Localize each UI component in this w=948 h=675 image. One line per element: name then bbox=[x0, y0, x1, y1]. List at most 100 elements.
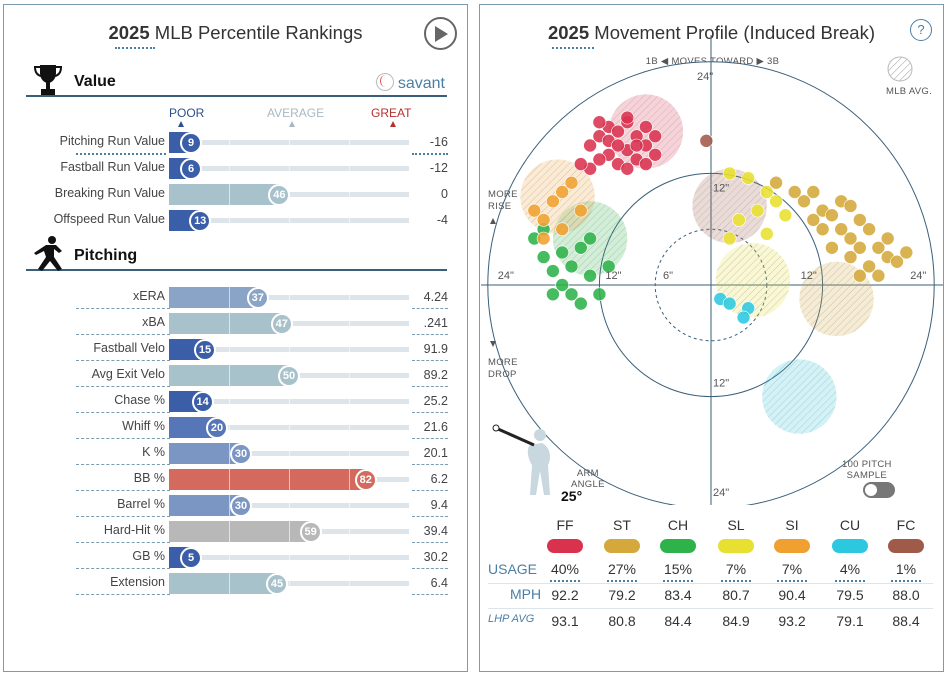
grid-line bbox=[349, 521, 350, 542]
stat-label: Avg Exit Velo bbox=[91, 367, 165, 381]
percentile-title: 2025 MLB Percentile Rankings bbox=[108, 22, 363, 43]
percentile-row: Barrel % 30 9.4 bbox=[4, 495, 467, 517]
pitch-point-ch bbox=[574, 296, 588, 311]
savant-link[interactable]: savant bbox=[375, 73, 445, 93]
usage-label: USAGE bbox=[488, 561, 538, 577]
row-divider bbox=[412, 438, 448, 439]
pitch-point-ch bbox=[583, 268, 597, 283]
pitch-point-sl bbox=[769, 194, 783, 209]
usage-underline bbox=[721, 580, 751, 582]
mph-label: MPH bbox=[510, 586, 542, 602]
pitch-point-sl bbox=[759, 227, 774, 241]
grid-line bbox=[289, 158, 290, 179]
percentile-circle: 30 bbox=[230, 495, 252, 517]
pitch-usage: 27% bbox=[607, 561, 637, 577]
grid-line bbox=[289, 521, 290, 542]
pitch-point-st bbox=[843, 250, 858, 264]
pitch-point-st bbox=[852, 213, 867, 227]
percentile-bar bbox=[169, 313, 282, 334]
row-divider bbox=[76, 308, 170, 309]
pitch-point-ch bbox=[583, 231, 597, 246]
row-divider bbox=[76, 568, 170, 569]
usage-underline bbox=[663, 580, 693, 582]
pitch-lhp-avg: 80.8 bbox=[608, 613, 636, 629]
pitch-mph: 88.0 bbox=[892, 587, 920, 603]
pitch-point-ff bbox=[574, 157, 588, 171]
pitch-point-sl bbox=[759, 185, 774, 199]
grid-line bbox=[229, 417, 230, 438]
percentile-circle: 50 bbox=[278, 365, 300, 387]
pitch-point-sl bbox=[722, 166, 737, 181]
usage-underline bbox=[607, 580, 637, 582]
pitch-point-ff bbox=[648, 129, 662, 143]
pitch-point-ff bbox=[648, 148, 662, 162]
pitch-color-pill bbox=[547, 539, 583, 553]
percentile-bar bbox=[169, 495, 241, 516]
pitch-point-fc bbox=[699, 134, 714, 148]
percentile-circle: 20 bbox=[206, 417, 228, 439]
grid-line bbox=[229, 365, 230, 386]
row-divider bbox=[412, 412, 448, 413]
pitch-point-st bbox=[769, 175, 783, 190]
pitch-usage: 1% bbox=[895, 561, 917, 577]
grid-line bbox=[349, 417, 350, 438]
title-underline bbox=[552, 47, 594, 49]
stat-value: 30.2 bbox=[423, 550, 448, 564]
stat-value: 39.4 bbox=[423, 524, 448, 538]
grid-line bbox=[289, 573, 290, 594]
stat-value: -16 bbox=[429, 135, 448, 149]
percentile-row: Pitching Run Value 9 -16 bbox=[4, 132, 467, 154]
stat-label: GB % bbox=[132, 549, 165, 563]
movement-profile-panel: 2025 Movement Profile (Induced Break) ? … bbox=[479, 4, 944, 672]
ring-label-top12: 12" bbox=[713, 182, 729, 194]
pitch-code: FF bbox=[556, 517, 574, 533]
stat-value: 6.2 bbox=[430, 472, 448, 486]
ring-label-bottom12: 12" bbox=[713, 378, 729, 390]
grid-line bbox=[289, 391, 290, 412]
pitch-point-sl bbox=[722, 231, 737, 246]
pitch-point-cu bbox=[736, 310, 751, 325]
pitch-code: CU bbox=[839, 517, 861, 533]
percentile-circle: 5 bbox=[180, 547, 202, 569]
grid-line bbox=[289, 339, 290, 360]
pitch-point-ch bbox=[564, 259, 579, 274]
sample-toggle[interactable] bbox=[863, 482, 895, 498]
grid-line bbox=[349, 158, 350, 179]
pitch-color-pill bbox=[774, 539, 810, 553]
pitch-point-ff bbox=[592, 115, 607, 130]
pitch-point-st bbox=[806, 185, 821, 199]
help-button[interactable]: ? bbox=[910, 19, 932, 41]
pitch-point-sl bbox=[741, 171, 756, 185]
pitch-point-st bbox=[825, 208, 839, 223]
grid-line bbox=[229, 210, 230, 231]
value-section-header: Value savant bbox=[26, 65, 447, 97]
pitch-point-ff bbox=[629, 138, 644, 153]
grid-line bbox=[349, 287, 350, 308]
pitch-point-ff bbox=[639, 157, 653, 171]
usage-underline bbox=[891, 580, 921, 582]
pitch-point-si bbox=[555, 185, 569, 199]
pitch-point-ch bbox=[546, 264, 560, 278]
usage-underline bbox=[777, 580, 807, 582]
mlb-avg-hatch-fc bbox=[692, 168, 767, 244]
percentile-circle: 45 bbox=[266, 573, 288, 595]
play-button[interactable] bbox=[424, 17, 457, 50]
grid-line bbox=[349, 313, 350, 334]
grid-line bbox=[229, 313, 230, 334]
pitch-code: SL bbox=[727, 517, 745, 533]
pitch-point-st bbox=[862, 222, 876, 236]
row-divider bbox=[76, 464, 170, 465]
pitch-point-si bbox=[555, 222, 569, 236]
grid-line bbox=[289, 495, 290, 516]
pitch-point-st bbox=[787, 185, 802, 199]
stat-label: Fastball Run Value bbox=[60, 160, 165, 174]
percentile-row: BB % 82 6.2 bbox=[4, 469, 467, 491]
pitch-point-ch bbox=[574, 241, 588, 255]
stat-label: Offspeed Run Value bbox=[53, 212, 165, 226]
pitch-mph: 80.7 bbox=[722, 587, 750, 603]
pitch-point-st bbox=[871, 268, 886, 283]
pitcher-icon bbox=[34, 236, 62, 271]
pitch-point-si bbox=[546, 194, 560, 209]
stat-value: 91.9 bbox=[423, 342, 448, 356]
grid-line bbox=[349, 365, 350, 386]
